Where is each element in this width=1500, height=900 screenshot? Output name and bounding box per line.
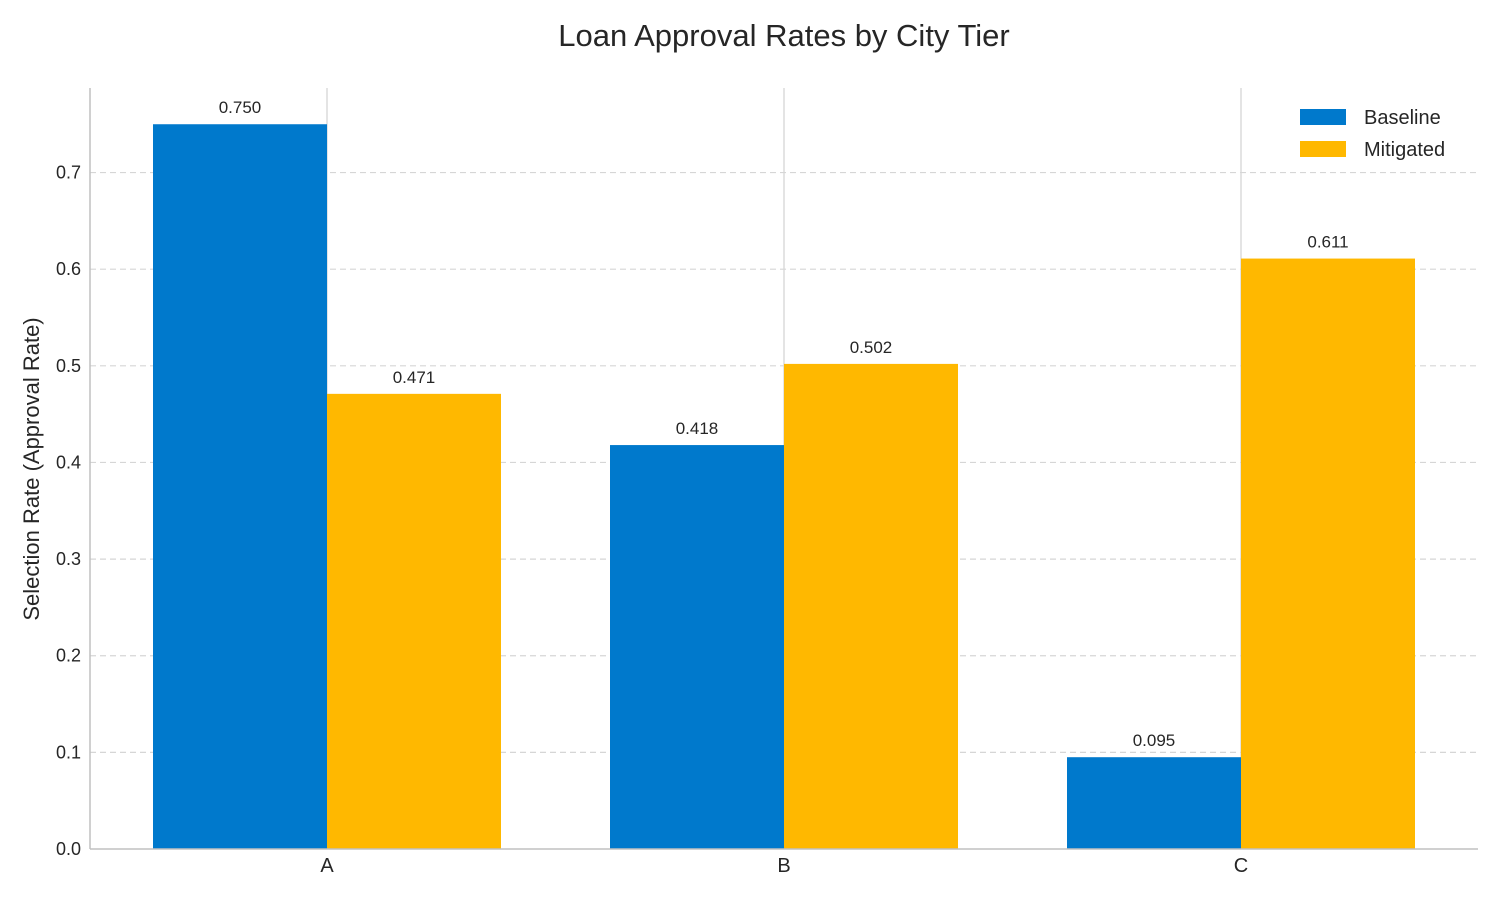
bar-data-label: 0.095 [1133, 731, 1176, 750]
bar-baseline-b [610, 445, 784, 849]
y-tick-label: 0.7 [56, 163, 81, 183]
x-tick-label: A [320, 855, 334, 877]
chart-title: Loan Approval Rates by City Tier [558, 18, 1009, 53]
y-tick-label: 0.0 [56, 839, 81, 859]
y-axis-label: Selection Rate (Approval Rate) [19, 317, 44, 620]
bar-mitigated-a [327, 393, 501, 849]
x-tick-label: C [1234, 855, 1248, 877]
x-tick-label: B [777, 855, 790, 877]
data-labels: 0.750 0.418 0.095 0.471 0.502 0.611 [219, 98, 1349, 750]
y-tick-label: 0.1 [56, 742, 81, 762]
bar-baseline-c [1067, 757, 1241, 849]
axes: 0.0 0.1 0.2 0.3 0.4 0.5 0.6 0.7 A B C [56, 88, 1478, 877]
bars [153, 124, 1415, 849]
bar-mitigated-c [1241, 258, 1415, 849]
y-tick-label: 0.4 [56, 452, 81, 472]
bar-data-label: 0.750 [219, 98, 262, 117]
y-tick-label: 0.5 [56, 356, 81, 376]
bar-mitigated-b [784, 363, 958, 849]
legend-swatch-mitigated [1300, 141, 1346, 157]
y-tick-label: 0.3 [56, 549, 81, 569]
y-tick-label: 0.6 [56, 259, 81, 279]
legend-label-baseline: Baseline [1364, 107, 1441, 129]
legend-swatch-baseline [1300, 109, 1346, 125]
bar-baseline-a [153, 124, 327, 849]
bar-data-label: 0.611 [1307, 233, 1348, 252]
legend: Baseline Mitigated [1300, 107, 1445, 161]
bar-data-label: 0.471 [393, 368, 436, 387]
bar-data-label: 0.418 [676, 419, 719, 438]
y-tick-label: 0.2 [56, 646, 81, 666]
bar-data-label: 0.502 [850, 338, 893, 357]
legend-label-mitigated: Mitigated [1364, 139, 1445, 161]
